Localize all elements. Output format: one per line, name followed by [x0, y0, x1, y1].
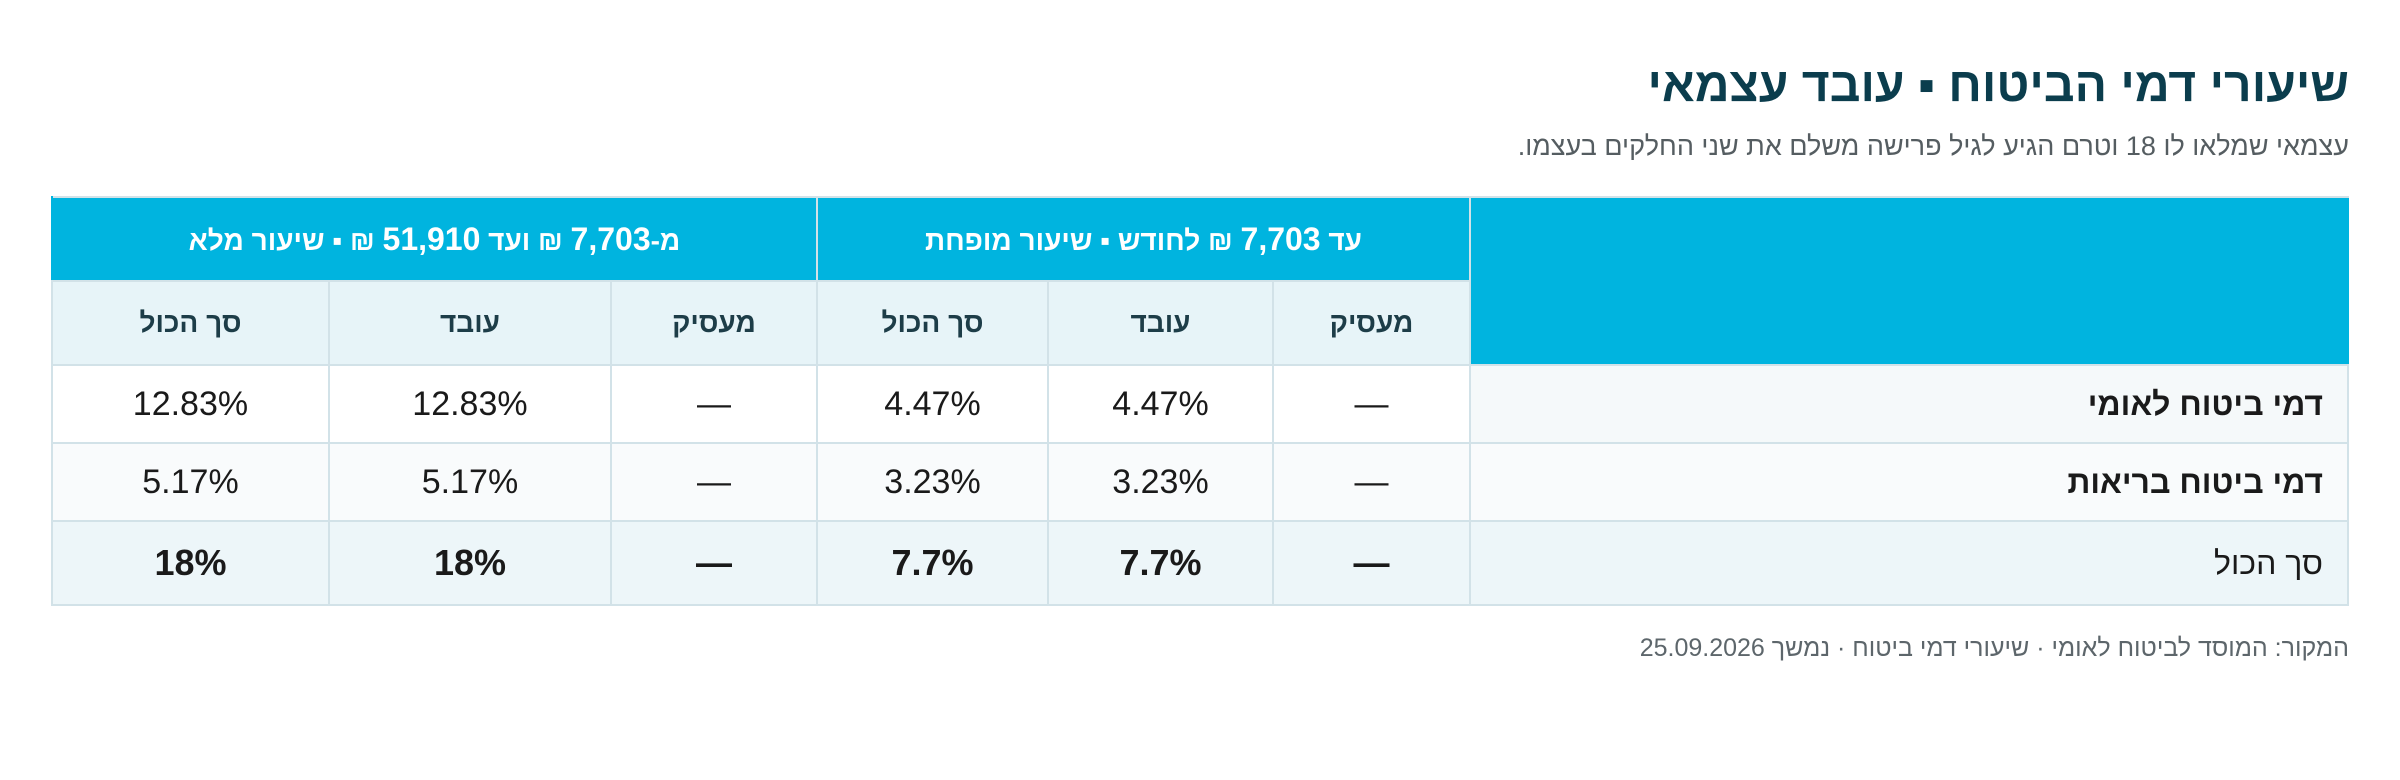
band-header-row: עד 7,703 ₪ לחודש ▪ שיעור מופחת מ-7,703 ₪…: [50, 196, 2349, 366]
band-full-suffix: ₪ ▪ שיעור מלא: [188, 224, 383, 256]
subheader-row: מעסיק עובד סך הכול מעסיק עובד סך הכול: [50, 280, 2348, 366]
band-reduced-prefix: עד: [1320, 224, 1362, 256]
row-label: סך הכול: [1469, 520, 2349, 606]
table-cell: 12.83%: [327, 364, 612, 444]
page-title: שיעורי דמי הביטוח ▪ עובד עצמאי: [1647, 59, 2349, 112]
subheader-worker-full: עובד: [327, 280, 612, 366]
band-reduced-amount: 7,703: [1240, 220, 1321, 257]
row-label: דמי ביטוח בריאות: [1469, 442, 2349, 522]
table-row-health-insurance: דמי ביטוח בריאות — 3.23% 3.23% — 5.17% 5…: [50, 442, 2349, 522]
table-cell: 3.23%: [815, 442, 1050, 522]
rates-table: עד 7,703 ₪ לחודש ▪ שיעור מופחת מ-7,703 ₪…: [50, 196, 2349, 606]
table-cell: 18%: [327, 520, 612, 606]
band-full-amount: 7,703: [570, 220, 651, 257]
table-cell: 3.23%: [1047, 442, 1274, 522]
table-cell: —: [609, 364, 818, 444]
table-cell: —: [609, 442, 818, 522]
band-header-reduced: עד 7,703 ₪ לחודש ▪ שיעור מופחת: [815, 196, 1472, 282]
table-corner-cell: [1469, 196, 2349, 366]
table-cell: 4.47%: [1047, 364, 1274, 444]
table-cell: —: [1272, 520, 1471, 606]
table-cell: 7.7%: [1047, 520, 1274, 606]
table-cell: 4.47%: [815, 364, 1050, 444]
table-cell: —: [609, 520, 818, 606]
page-subtitle: עצמאי שמלאו לו 18 וטרם הגיע לגיל פרישה מ…: [1517, 131, 2349, 161]
table-row-total: סך הכול — 7.7% 7.7% — 18% 18%: [50, 520, 2349, 606]
row-label: דמי ביטוח לאומי: [1469, 364, 2349, 444]
table-cell: 12.83%: [50, 364, 330, 444]
subheader-worker-reduced: עובד: [1047, 280, 1274, 366]
subheader-employer-reduced: מעסיק: [1272, 280, 1471, 366]
subheader-total-full: סך הכול: [50, 280, 330, 366]
band-header-full: מ-7,703 ₪ ועד 51,910 ₪ ▪ שיעור מלא: [50, 196, 818, 282]
subheader-total-reduced: סך הכול: [815, 280, 1050, 366]
table-cell: 7.7%: [815, 520, 1050, 606]
band-full-amount2: 51,910: [382, 220, 481, 257]
table-cell: 18%: [50, 520, 330, 606]
source-note: המקור: המוסד לביטוח לאומי · שיעורי דמי ב…: [1639, 634, 2349, 662]
table-cell: 5.17%: [50, 442, 330, 522]
subheader-employer-full: מעסיק: [609, 280, 818, 366]
table-row-national-insurance: דמי ביטוח לאומי — 4.47% 4.47% — 12.83% 1…: [50, 364, 2349, 444]
band-full-prefix: מ-: [650, 224, 681, 256]
table-cell: —: [1272, 364, 1471, 444]
band-full-middle: ₪ ועד: [480, 224, 571, 256]
table-cell: 5.17%: [327, 442, 612, 522]
band-reduced-suffix: ₪ לחודש ▪ שיעור מופחת: [924, 224, 1241, 256]
table-cell: —: [1272, 442, 1471, 522]
